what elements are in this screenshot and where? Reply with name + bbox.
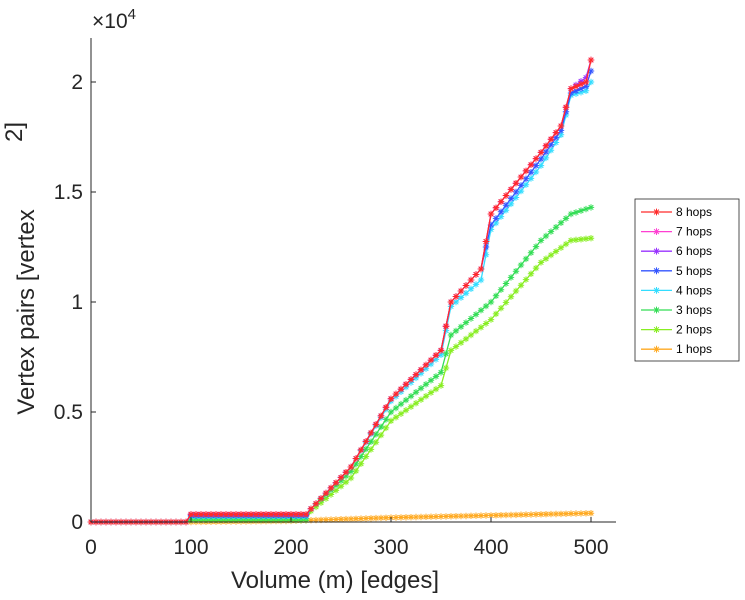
- series-markers: [87, 510, 595, 526]
- y-axis-label: Vertex pairs [vertex: [13, 209, 40, 414]
- legend-item: 5 hops: [641, 264, 712, 278]
- axes: [90, 38, 616, 523]
- series-5-hops: [87, 67, 595, 526]
- series-markers: [87, 67, 595, 526]
- y-axis-label-exponent: 2]: [1, 122, 28, 142]
- legend-swatch-marker: [653, 267, 660, 275]
- legend-label: 4 hops: [676, 283, 712, 297]
- x-axis-label: Volume (m) [edges]: [231, 567, 439, 594]
- legend-label: 7 hops: [676, 225, 712, 239]
- legend-item: 3 hops: [641, 303, 712, 317]
- legend-label: 8 hops: [676, 205, 712, 219]
- x-tick-label: 0: [85, 536, 97, 559]
- x-tick-label: 500: [573, 536, 608, 559]
- y-tick-label: 1.5: [54, 181, 83, 204]
- x-ticks: 0 100 200 300 400 500: [85, 517, 609, 559]
- legend-item: 2 hops: [641, 323, 712, 337]
- legend-item: 4 hops: [641, 283, 712, 297]
- legend-label: 3 hops: [676, 303, 712, 317]
- y-tick-label: 0.5: [54, 401, 83, 424]
- series-line: [91, 70, 592, 523]
- legend-swatch-marker: [653, 208, 660, 216]
- series-markers: [87, 78, 595, 526]
- y-tick-label: 0: [71, 511, 83, 534]
- y-multiplier-base: ×10: [92, 10, 128, 33]
- y-tick-label: 2: [71, 71, 83, 94]
- y-ticks: 0 0.5 1 1.5 2: [54, 71, 96, 534]
- legend-item: 7 hops: [641, 225, 712, 239]
- legend-item: 8 hops: [641, 205, 712, 219]
- x-tick-label: 400: [473, 536, 508, 559]
- legend-item: 1 hops: [641, 342, 712, 356]
- series-line: [91, 81, 592, 523]
- series-4-hops: [87, 78, 595, 526]
- legend-swatch-marker: [653, 228, 660, 235]
- legend-swatch-marker: [653, 247, 660, 255]
- legend-item: 6 hops: [641, 244, 712, 258]
- legend-label: 5 hops: [676, 264, 712, 278]
- legend-swatch-marker: [653, 287, 660, 294]
- legend: 8 hops 7 hops 6 hops 5 hops 4 hops 3 hops 2 ho…: [634, 198, 740, 362]
- legend-swatch-marker: [653, 326, 660, 333]
- series-1-hops: [87, 510, 595, 526]
- x-tick-label: 300: [373, 536, 408, 559]
- legend-swatch-marker: [653, 345, 660, 353]
- legend-box: [634, 198, 740, 362]
- legend-label: 2 hops: [676, 323, 712, 337]
- x-tick-label: 200: [273, 536, 308, 559]
- legend-label: 1 hops: [676, 342, 712, 356]
- y-axis-label-group: Vertex pairs [vertex 2]: [1, 122, 40, 415]
- y-multiplier-exp: 4: [128, 6, 136, 23]
- x-tick-label: 100: [173, 536, 208, 559]
- legend-swatch-marker: [653, 306, 660, 314]
- y-multiplier: ×104: [92, 6, 136, 33]
- legend-label: 6 hops: [676, 244, 712, 258]
- series-layer: [87, 56, 595, 526]
- y-tick-label: 1: [71, 291, 83, 314]
